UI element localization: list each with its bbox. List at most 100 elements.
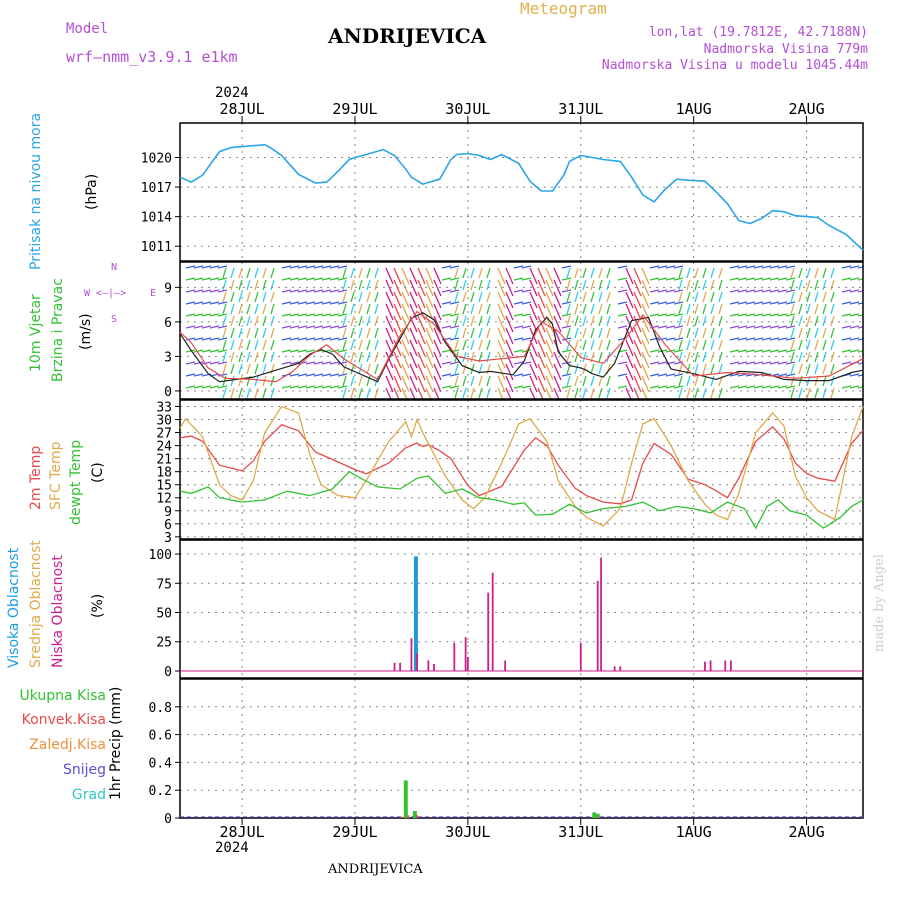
wind-barb <box>441 301 452 305</box>
wind-barb <box>710 351 715 363</box>
wind-barb <box>737 361 748 365</box>
wind-barb <box>777 385 788 389</box>
wind-barb <box>849 349 860 353</box>
wind-barb <box>798 303 803 315</box>
wind-barb <box>497 327 506 345</box>
wind-barb <box>454 327 459 339</box>
wind-barb <box>254 363 259 375</box>
wind-barb <box>665 277 676 281</box>
wind-barb <box>193 373 204 377</box>
wind-barb <box>238 291 243 303</box>
wind-barb <box>617 373 628 377</box>
wind-barb <box>505 351 514 369</box>
low-cloud-bar <box>619 666 622 671</box>
wind-barb <box>230 315 235 327</box>
wind-barb <box>841 349 852 353</box>
wind-barb <box>798 267 803 279</box>
wind-barb <box>209 337 220 341</box>
y-tick-label: 1017 <box>141 181 172 196</box>
wind-barb <box>745 349 756 353</box>
wind-barb <box>409 363 418 381</box>
wind-barb <box>230 363 235 375</box>
wind-barb <box>694 375 699 387</box>
wind-barb <box>246 363 251 375</box>
wind-barb <box>830 339 835 351</box>
wind-barb <box>718 303 723 315</box>
precip-legend-freezing: Zaledj.Kisa <box>29 737 106 753</box>
wind-barb <box>686 303 691 315</box>
y-tick-label: 15 <box>156 479 172 494</box>
wind-barb <box>537 351 546 369</box>
wind-barb <box>337 313 348 317</box>
wind-barb <box>454 291 459 303</box>
wind-barb <box>649 361 660 365</box>
wind-barb <box>641 279 650 297</box>
wind-barb <box>649 301 660 305</box>
wind-barb <box>737 277 748 281</box>
wind-barb <box>606 375 611 387</box>
wind-barb <box>769 313 780 317</box>
wind-barb <box>270 339 275 351</box>
wind-barb <box>201 325 212 329</box>
wind-barb <box>598 267 603 279</box>
compass-s: S <box>111 314 118 325</box>
wind-barb <box>470 375 475 387</box>
wind-barb <box>841 265 852 269</box>
wind-barb <box>822 327 827 339</box>
wind-barb <box>665 361 676 365</box>
wind-barb <box>673 313 684 317</box>
wind-barb <box>513 349 524 353</box>
wind-barb <box>641 327 650 345</box>
wind-barb <box>505 315 514 333</box>
wind-barb <box>222 303 227 315</box>
wind-barb <box>822 303 827 315</box>
wind-barb <box>393 351 402 369</box>
wind-barb <box>745 301 756 305</box>
wind-barb <box>830 363 835 375</box>
total-precip-bar <box>412 811 417 818</box>
wind-barb <box>366 291 371 303</box>
wind-barb <box>745 361 756 365</box>
wind-barb <box>785 325 796 329</box>
wind-barb <box>777 277 788 281</box>
wind-barb <box>350 351 355 363</box>
wind-barb <box>401 279 410 297</box>
wind-barb <box>710 327 715 339</box>
wind-barb <box>694 291 699 303</box>
compass-n: N <box>111 262 118 273</box>
wind-barb <box>761 265 772 269</box>
wind-barb <box>270 303 275 315</box>
low-cloud-bar <box>730 660 732 671</box>
low-cloud-bar <box>399 662 402 671</box>
wind-barb <box>718 351 723 363</box>
wind-barb <box>673 373 684 377</box>
wind-barb <box>449 361 460 365</box>
wind-barb <box>686 315 691 327</box>
wind-barb <box>262 303 267 315</box>
wind-barb <box>582 327 587 339</box>
low-cloud-bar <box>491 572 494 671</box>
wind-barb <box>478 327 483 339</box>
wind-barb <box>281 325 292 329</box>
wind-barb <box>566 315 571 327</box>
wind-barb <box>729 277 740 281</box>
wind-barb <box>729 265 740 269</box>
wind-barb <box>462 267 467 279</box>
wind-barb <box>462 363 467 375</box>
wind-barb <box>417 375 426 393</box>
y-tick-label: 12 <box>156 492 172 507</box>
wind-barb <box>686 267 691 279</box>
wind-barb <box>625 363 634 381</box>
wind-barb <box>814 339 819 351</box>
page-title: ANDRIJEVICA <box>328 24 487 48</box>
wind-barb <box>337 385 348 389</box>
wind-barb <box>841 325 852 329</box>
wind-barb <box>806 351 811 363</box>
wind-barb <box>201 277 212 281</box>
wind-barb <box>337 265 348 269</box>
wind-barb <box>217 301 228 305</box>
temp-sfc-line <box>179 405 864 527</box>
wind-barb <box>582 279 587 291</box>
wind-barb <box>385 327 394 345</box>
wind-barb <box>649 289 660 293</box>
